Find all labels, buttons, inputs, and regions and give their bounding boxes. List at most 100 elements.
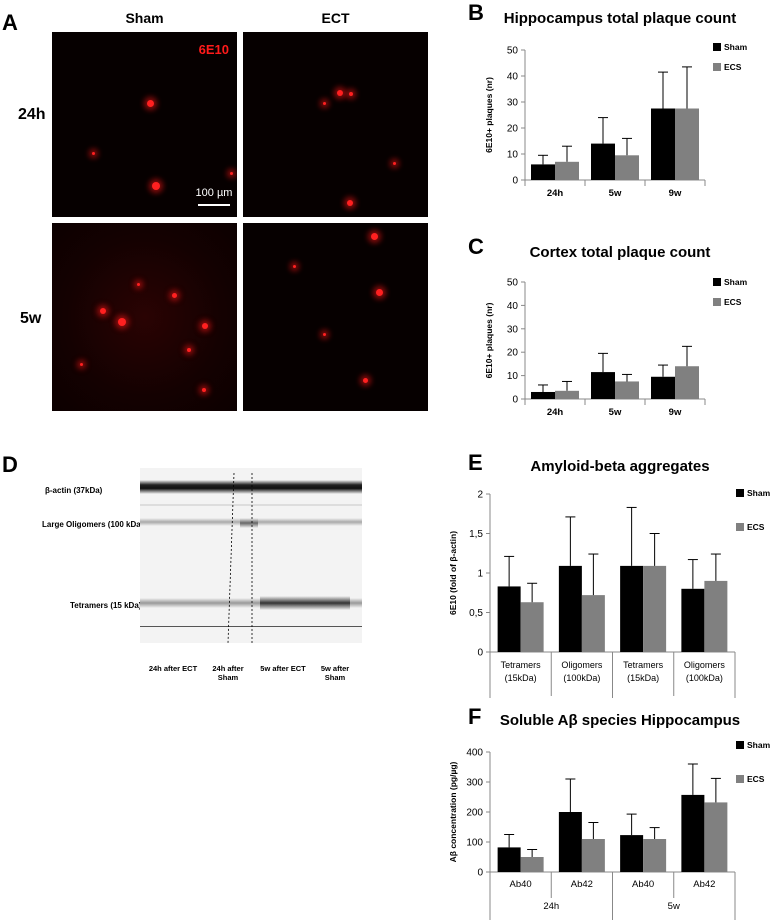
panel-d-label: D — [2, 452, 18, 477]
bar-ecs — [555, 390, 579, 399]
western-blot-image — [140, 468, 362, 643]
y-axis-label: 6E10+ plaques (nr) — [484, 302, 494, 378]
bar-ecs — [520, 602, 544, 652]
bar-sham — [591, 372, 615, 399]
y-tick-label: 20 — [507, 124, 519, 135]
y-tick-label: 1 — [477, 569, 483, 580]
y-tick-label: 0 — [512, 176, 518, 187]
y-axis-label: 6E10+ plaques (nr) — [484, 77, 494, 153]
x-tick-label: Tetramers (15kDa) — [501, 660, 542, 683]
y-tick-label: 0,5 — [469, 608, 483, 619]
lane-label-24h-ect: 24h after ECT — [148, 664, 198, 673]
y-tick-label: 0 — [477, 648, 483, 659]
bar-sham — [620, 565, 644, 652]
x-tick-label: Ab42 — [693, 879, 715, 890]
y-tick-label: 30 — [507, 324, 519, 335]
band-label-tetramers: Tetramers (15 kDa) — [70, 601, 142, 610]
bar-ecs — [704, 580, 728, 652]
micrograph-ect-5w — [243, 223, 428, 411]
bar-sham — [591, 143, 615, 180]
legend-label-ecs: ECS — [747, 522, 765, 532]
micrograph-ect-24h — [243, 32, 428, 217]
bar-ecs — [643, 565, 667, 652]
lane-label-5w-sham: 5w after Sham — [320, 664, 350, 682]
bar-ecs — [675, 108, 699, 180]
bar-sham — [620, 835, 644, 872]
lane-label-24h-sham: 24h after Sham — [212, 664, 244, 682]
panel-a-label: A — [2, 10, 18, 35]
panel-c-label: C — [468, 234, 484, 259]
legend-swatch-ecs — [736, 775, 744, 783]
y-tick-label: 10 — [507, 150, 519, 161]
bar-ecs — [581, 839, 605, 872]
y-axis-label: Aβ concentration (pg/µg) — [448, 761, 458, 862]
y-tick-label: 40 — [507, 72, 519, 83]
bar-sham — [558, 812, 582, 872]
x-tick-label: Ab42 — [571, 879, 593, 890]
bar-sham — [681, 794, 705, 872]
y-tick-label: 30 — [507, 98, 519, 109]
chart-b-title: Hippocampus total plaque count — [503, 10, 737, 27]
y-tick-label: 400 — [466, 748, 483, 759]
chart-f-title: Soluble Aβ species Hippocampus — [499, 712, 741, 729]
y-tick-label: 0 — [512, 395, 518, 406]
bar-ecs — [581, 595, 605, 652]
panel-f-label: F — [468, 704, 482, 729]
band-label-oligomers: Large Oligomers (100 kDa) — [42, 520, 144, 529]
panel-e-label: E — [468, 450, 483, 475]
legend-swatch-sham — [736, 741, 744, 749]
legend-label-ecs: ECS — [724, 62, 742, 72]
x-group-label: 24h — [543, 901, 559, 912]
x-tick-label: Oligomers (100kDa) — [684, 660, 726, 683]
bar-ecs — [555, 161, 579, 180]
row-label-24h: 24h — [18, 106, 46, 123]
lane-label-5w-ect: 5w after ECT — [260, 664, 306, 673]
legend-label-sham: Sham — [747, 488, 770, 498]
chart-b-hippocampus-plaques: 0 10 20 30 40 50 6E10+ plaques (nr) 24h 5w 9w Sham… — [484, 42, 748, 199]
row-label-5w: 5w — [20, 310, 42, 327]
band-label-actin: β-actin (37kDa) — [45, 486, 103, 495]
y-tick-label: 20 — [507, 348, 519, 359]
legend-swatch-ecs — [713, 63, 721, 71]
stain-label: 6E10 — [198, 42, 229, 57]
panel-b-label: B — [468, 0, 484, 25]
y-tick-label: 50 — [507, 278, 519, 289]
x-tick-label: 5w — [609, 407, 622, 418]
legend-swatch-sham — [713, 278, 721, 286]
y-tick-label: 100 — [466, 838, 483, 849]
x-tick-label: 24h — [547, 407, 564, 418]
bar-sham — [681, 588, 705, 652]
legend-label-sham: Sham — [724, 42, 748, 52]
chart-c-cortex-plaques: 0 10 20 30 40 50 6E10+ plaques (nr) 24h 5w 9w Sham… — [484, 277, 748, 418]
y-tick-label: 0 — [477, 868, 483, 879]
y-tick-label: 1,5 — [469, 529, 483, 540]
x-tick-label: 24h — [547, 188, 564, 199]
legend-label-sham: Sham — [747, 740, 770, 750]
bar-sham — [651, 108, 675, 180]
legend-swatch-ecs — [736, 523, 744, 531]
column-label-ect: ECT — [321, 10, 350, 26]
y-tick-label: 2 — [477, 490, 483, 501]
x-tick-label: 9w — [669, 188, 682, 199]
micrograph-sham-5w — [52, 223, 237, 411]
bar-sham — [497, 586, 521, 652]
micrograph-sham-24h: 6E10 100 µm — [52, 32, 237, 217]
y-axis-label: 6E10 (fold of β-actin) — [448, 531, 458, 615]
y-tick-label: 50 — [507, 46, 519, 57]
y-tick-label: 300 — [466, 778, 483, 789]
x-tick-label: Ab40 — [510, 879, 532, 890]
y-tick-label: 200 — [466, 808, 483, 819]
x-tick-label: 9w — [669, 407, 682, 418]
column-label-sham: Sham — [125, 10, 164, 26]
scale-bar-label: 100 µm — [195, 187, 233, 199]
legend-swatch-sham — [736, 489, 744, 497]
chart-e-title: Amyloid-beta aggregates — [530, 458, 710, 475]
bar-sham — [531, 391, 555, 399]
x-group-label: 5w — [668, 901, 680, 912]
bar-sham — [497, 847, 521, 872]
bar-ecs — [643, 839, 667, 872]
legend-label-ecs: ECS — [747, 774, 765, 784]
bar-ecs — [675, 366, 699, 399]
chart-e-amyloid-aggregates: 0 0,5 1 1,5 2 6E10 (fold of β-actin) Tetramers… — [448, 488, 770, 698]
y-tick-label: 10 — [507, 371, 519, 382]
